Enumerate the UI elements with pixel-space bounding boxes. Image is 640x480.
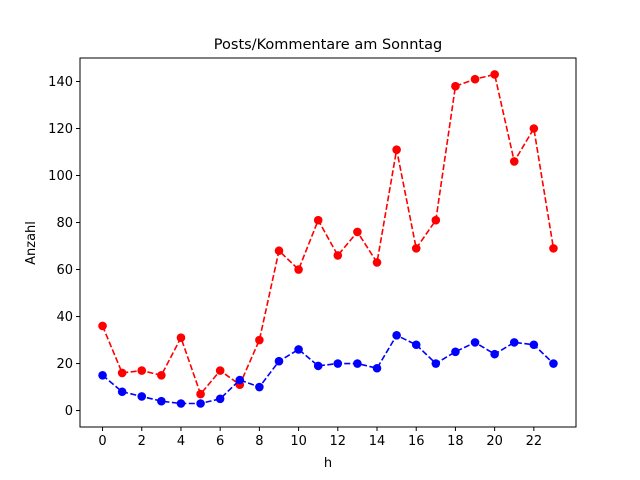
x-tick-label: 10 [290, 434, 307, 449]
data-point-0-13 [353, 227, 362, 237]
data-point-1-10 [294, 345, 303, 354]
y-tick-label: 100 [48, 169, 73, 184]
data-point-1-0 [98, 370, 107, 380]
data-point-0-16 [411, 244, 421, 253]
data-point-0-6 [215, 366, 225, 375]
x-tick-label: 14 [369, 434, 386, 449]
data-point-1-5 [196, 399, 205, 408]
y-tick-label: 40 [56, 310, 73, 325]
data-point-0-2 [137, 366, 147, 375]
data-point-0-12 [333, 251, 343, 260]
data-point-0-15 [392, 145, 401, 154]
x-tick-label: 8 [255, 434, 263, 449]
data-point-1-21 [509, 338, 519, 347]
data-point-1-22 [529, 340, 539, 350]
x-tick-label: 20 [486, 434, 503, 449]
series-line-0 [101, 73, 555, 396]
series-line-1 [102, 334, 555, 405]
data-point-1-8 [255, 382, 264, 392]
y-tick-label: 120 [48, 122, 73, 137]
data-point-0-8 [255, 335, 264, 345]
data-point-0-0 [98, 321, 107, 331]
data-point-1-2 [137, 392, 147, 401]
data-point-1-19 [470, 338, 480, 347]
x-tick-label: 16 [408, 434, 425, 449]
data-point-1-18 [451, 347, 460, 357]
data-point-1-11 [313, 361, 323, 371]
data-point-0-23 [549, 244, 558, 253]
data-point-1-15 [392, 331, 401, 340]
data-point-1-20 [490, 349, 499, 359]
y-axis-label: Anzahl [24, 221, 39, 265]
y-tick-label: 0 [65, 404, 73, 419]
data-point-0-18 [451, 81, 460, 91]
data-point-1-17 [431, 359, 441, 368]
x-tick-label: 18 [447, 434, 464, 449]
plot-area: 0 2 4 6 8 10 12 14 16 18 20 22 0 20 40 60 80 100 120 140 [48, 57, 577, 449]
data-point-1-23 [549, 359, 558, 368]
data-point-0-11 [313, 215, 323, 225]
data-point-1-4 [176, 399, 186, 408]
data-point-0-17 [431, 215, 441, 225]
data-point-0-4 [176, 333, 186, 342]
data-point-0-20 [490, 70, 499, 79]
y-tick-label: 80 [56, 216, 73, 231]
data-point-0-9 [274, 246, 284, 256]
data-point-1-13 [353, 359, 362, 368]
plot-frame [79, 57, 577, 428]
data-point-1-1 [117, 387, 127, 397]
data-point-1-12 [333, 359, 343, 368]
x-axis-label: h [324, 456, 332, 471]
data-point-0-22 [529, 124, 539, 133]
data-point-1-3 [157, 396, 166, 406]
data-point-0-19 [470, 74, 480, 84]
data-point-1-14 [372, 363, 382, 373]
chart-title: Posts/Kommentare am Sonntag [214, 37, 442, 53]
data-point-0-1 [117, 368, 127, 378]
data-point-0-5 [196, 389, 205, 399]
data-point-1-6 [215, 394, 225, 404]
x-tick-label: 0 [98, 434, 106, 449]
y-tick-label: 140 [48, 75, 73, 90]
data-point-1-9 [274, 356, 284, 366]
data-point-1-7 [235, 375, 245, 385]
y-tick-label: 20 [56, 357, 73, 372]
data-point-0-10 [294, 265, 303, 274]
x-tick-label: 2 [138, 434, 146, 449]
data-point-1-16 [411, 340, 421, 350]
y-tick-label: 60 [56, 263, 73, 278]
x-tick-label: 12 [330, 434, 347, 449]
data-point-0-21 [509, 157, 519, 166]
data-point-0-3 [157, 370, 166, 380]
x-tick-label: 22 [526, 434, 543, 449]
x-tick-label: 6 [216, 434, 224, 449]
x-tick-label: 4 [177, 434, 185, 449]
data-point-0-14 [372, 258, 382, 267]
